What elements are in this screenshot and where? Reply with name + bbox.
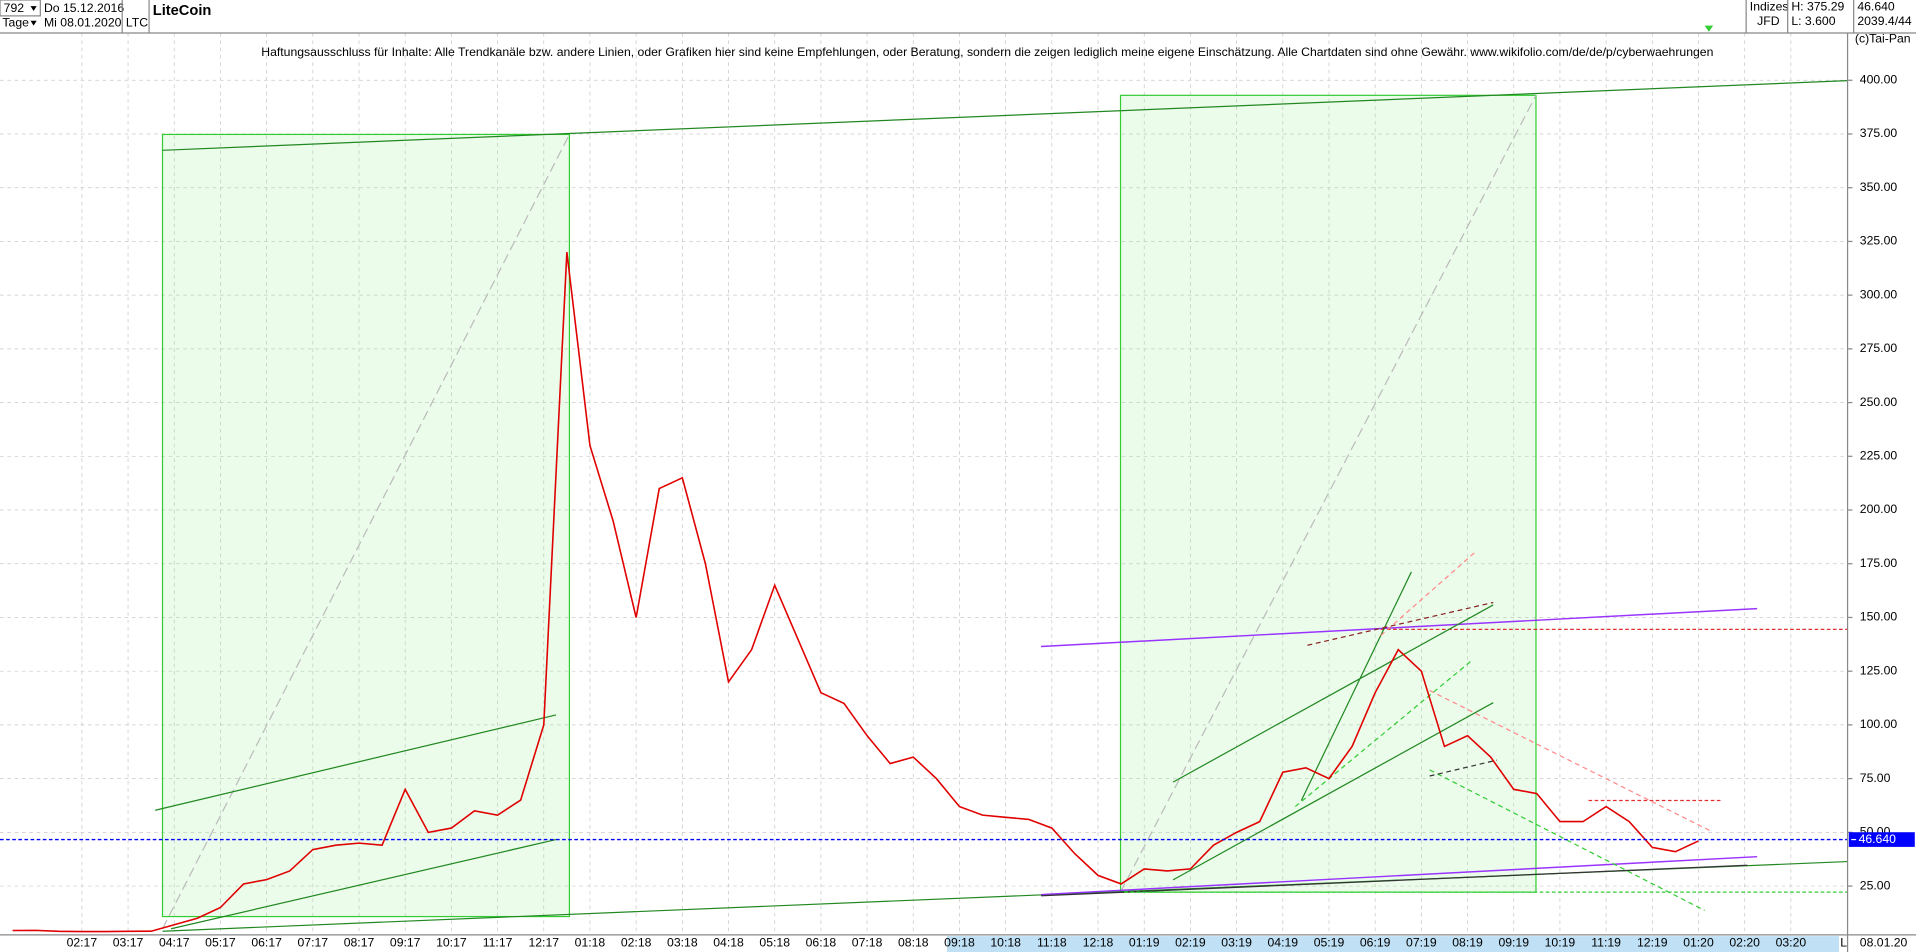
x-tick-label: 02:18 [621,936,652,950]
trend-line [170,838,557,930]
x-tick-label: 11:19 [1591,936,1621,950]
start-date: Do 15.12.2016 [44,1,124,15]
marker [1704,25,1714,32]
x-tick-label: 08:17 [344,936,375,950]
x-tick-label: 02:17 [67,936,98,950]
x-tick-label: 12:18 [1083,936,1114,950]
plot [0,252,1848,933]
market: Indizes [1750,0,1789,14]
x-tick-label: 01:19 [1129,936,1160,950]
x-tick-label: 07:19 [1406,936,1437,950]
diagonal [161,134,570,930]
x-tick-label: 04:17 [159,936,190,950]
dropdown-arrow [30,6,37,11]
x-tick-label: 07:17 [298,936,329,950]
y-tick-label: 175.00 [1860,556,1898,570]
trend-line [1041,607,1758,648]
y-tick-label: 200.00 [1860,502,1898,516]
end-date: Mi 08.01.2020 [44,15,122,29]
volume: 2039.4/44 [1857,14,1912,28]
x-tick-label: 03:17 [113,936,144,950]
price-line [12,252,1699,933]
trend-line [1307,601,1494,646]
trend-line [1429,689,1711,832]
trend-line [1300,571,1412,801]
y-tick-label: 275.00 [1860,341,1898,355]
x-tick-label: 10:17 [436,936,467,950]
x-tick-label: 10:18 [990,936,1021,950]
x-tick-label: 08:19 [1452,936,1483,950]
x-tick-label: 11:18 [1037,936,1067,950]
x-tick-label: 01:20 [1683,936,1714,950]
x-tick-label: 06:17 [251,936,282,950]
disclaimer: Haftungsausschluss für Inhalte: Alle Tre… [261,45,1713,59]
trend-line [1294,659,1473,808]
x-tick-label: 06:18 [806,936,837,950]
dropdown-arrow [30,20,37,26]
trend-line [155,714,557,811]
y-tick-label: 75.00 [1860,771,1891,785]
price-label: 46.640 [1859,832,1897,846]
x-tick-label: 05:18 [759,936,790,950]
y-tick-label: 250.00 [1860,395,1898,409]
range-box [161,133,571,918]
chart-title: LiteCoin [153,3,212,19]
y-tick-label: 25.00 [1860,878,1891,892]
grid [0,32,1848,935]
axis-highlight [947,936,1840,952]
trend-line [162,80,1848,151]
scale-mode: L [1840,936,1847,950]
x-tick-label: 12:17 [528,936,559,950]
drawings [155,80,1848,932]
footer-date: 08.01.20 [1860,936,1908,950]
x-tick-label: 12:19 [1637,936,1668,950]
y-tick-label: 125.00 [1860,663,1898,677]
trend-line [1041,855,1758,896]
trend-line [1041,864,1748,897]
broker: JFD [1757,14,1780,28]
count: 792 [4,1,25,15]
copyright: (c)Tai-Pan [1855,31,1911,45]
x-tick-label: 05:19 [1314,936,1345,950]
period[interactable]: Tage [2,15,29,29]
y-tick-label: 100.00 [1860,717,1898,731]
trend-line [1172,604,1494,783]
x-tick-label: 02:20 [1729,936,1760,950]
x-tick-label: 02:19 [1175,936,1206,950]
last: 46.640 [1857,0,1895,14]
y-tick-label: 225.00 [1860,449,1898,463]
diagonal [1119,95,1537,893]
low: L: 3.600 [1791,14,1835,28]
y-tick-label: 375.00 [1860,126,1898,140]
price-label-box [1848,832,1915,847]
y-tick-label: 400.00 [1860,73,1898,87]
y-tick-label: 350.00 [1860,180,1898,194]
count-box[interactable] [0,0,41,17]
x-tick-label: 06:19 [1360,936,1391,950]
x-tick-label: 10:19 [1545,936,1576,950]
x-tick-label: 11:17 [483,936,513,950]
x-tick-label: 01:18 [575,936,606,950]
x-tick-label: 03:19 [1221,936,1252,950]
x-tick-label: 09:17 [390,936,421,950]
high: H: 375.29 [1791,0,1844,14]
y-tick-label: 150.00 [1860,610,1898,624]
x-tick-label: 05:17 [205,936,236,950]
trend-line [1380,551,1476,636]
x-tick-label: 09:18 [944,936,975,950]
x-tick-label: 09:19 [1498,936,1529,950]
x-tick-label: 03:18 [667,936,698,950]
y-tick-label: 300.00 [1860,287,1898,301]
x-tick-label: 03:20 [1776,936,1807,950]
trend-line [1429,759,1498,777]
x-tick-label: 08:18 [898,936,929,950]
x-tick-label: 04:18 [713,936,744,950]
x-tick-label: 04:19 [1268,936,1299,950]
x-tick-label: 07:18 [852,936,883,950]
y-tick-label: 325.00 [1860,234,1898,248]
symbol: LTC [126,15,148,29]
